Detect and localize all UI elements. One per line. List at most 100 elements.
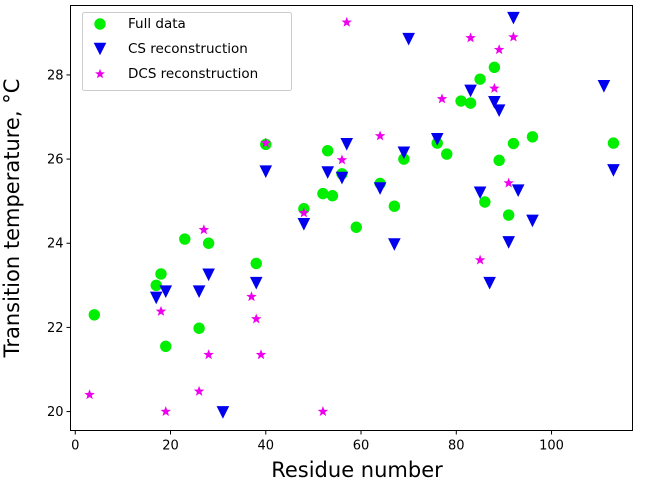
dcs-reconstruction-point (251, 313, 262, 324)
full-data-point (155, 268, 167, 280)
dcs-reconstruction-point (193, 385, 205, 396)
cs-reconstruction-point (149, 291, 163, 305)
full-data-point (493, 154, 505, 167)
cs-reconstruction-point (488, 95, 501, 109)
cs-reconstruction-point (340, 138, 354, 151)
full-data-point (160, 340, 172, 353)
dcs-reconstruction-point (474, 254, 486, 265)
full-data-point (398, 153, 410, 165)
dcs-reconstruction-point (493, 44, 505, 55)
dcs-reconstruction-point (255, 349, 267, 360)
cs-reconstruction-point (321, 166, 334, 179)
y-tick-label: 22 (47, 321, 64, 336)
x-tick-label: 0 (71, 439, 79, 454)
cs-reconstruction-point (492, 104, 506, 117)
x-axis-label: Residue number (271, 458, 443, 482)
cs-reconstruction-point (335, 171, 349, 185)
y-tick-label: 26 (47, 153, 64, 168)
dcs-reconstruction-point (317, 406, 329, 417)
x-tick-label: 40 (257, 439, 274, 454)
legend-box (82, 12, 292, 91)
full-data-point (607, 137, 620, 149)
cs-reconstruction-point (397, 146, 411, 160)
dcs-reconstruction-point (436, 93, 448, 104)
series-full-data (88, 61, 620, 353)
dcs-reconstruction-point (503, 177, 514, 188)
cs-reconstruction-point (483, 276, 496, 290)
cs-reconstruction-point (249, 276, 263, 290)
cs-reconstruction-point (511, 184, 525, 197)
cs-reconstruction-point (388, 238, 401, 251)
legend-markers (93, 18, 107, 79)
legend-label-full-data: Full data (128, 16, 186, 32)
full-data-point (350, 221, 362, 233)
x-tick-label: 60 (353, 439, 370, 454)
cs-reconstruction-point (402, 32, 415, 46)
dcs-reconstruction-point (374, 130, 386, 141)
full-data-point (526, 131, 539, 143)
cs-reconstruction-point (297, 218, 311, 231)
full-data-point (441, 148, 453, 160)
x-axis-ticks: 0 20 40 60 80 100 (71, 430, 564, 454)
full-data-point (250, 257, 262, 270)
full-data-point (150, 279, 162, 292)
x-tick-label: 100 (539, 439, 564, 454)
cs-reconstruction-point (507, 11, 520, 25)
full-data-point (321, 144, 334, 157)
dcs-reconstruction-point (155, 305, 167, 316)
y-axis-label: Transition temperature, °C (0, 79, 24, 359)
series-cs-reconstruction (149, 11, 620, 419)
full-data-point (502, 209, 515, 221)
x-tick-label: 20 (162, 439, 179, 454)
full-data-point (326, 189, 339, 202)
dcs-reconstruction-point (198, 224, 210, 235)
y-tick-label: 24 (47, 237, 64, 252)
y-axis-ticks: 20 22 24 26 28 (47, 68, 71, 420)
dcs-reconstruction-point (298, 207, 310, 218)
dcs-reconstruction-point (465, 32, 476, 43)
legend-marker-triangle (93, 42, 107, 56)
full-data-point (474, 73, 486, 85)
cs-reconstruction-point (607, 164, 620, 177)
full-data-point (464, 97, 477, 109)
dcs-reconstruction-point (508, 31, 519, 42)
cs-reconstruction-point (502, 236, 515, 249)
series-dcs-reconstruction (84, 16, 519, 417)
full-data-point (507, 137, 520, 150)
y-tick-label: 28 (47, 68, 64, 83)
legend-label-cs-reconstruction: CS reconstruction (128, 41, 248, 57)
legend-marker-circle (94, 18, 106, 30)
legend-marker-star (95, 68, 105, 79)
full-data-point (179, 233, 191, 245)
full-data-point (317, 187, 329, 200)
dcs-reconstruction-point (203, 349, 214, 360)
cs-reconstruction-point (259, 165, 273, 179)
y-tick-label: 20 (47, 405, 64, 420)
cs-reconstruction-point (597, 79, 611, 93)
dcs-reconstruction-point (246, 291, 257, 302)
full-data-point (488, 61, 501, 74)
cs-reconstruction-point (159, 285, 173, 298)
cs-reconstruction-point (473, 186, 487, 200)
dcs-reconstruction-point (84, 389, 95, 400)
legend-label-dcs-reconstruction: DCS reconstruction (128, 66, 258, 82)
full-data-point (193, 322, 205, 334)
legend: Full data CS reconstruction DCS reconstr… (82, 12, 292, 91)
data-marks (84, 11, 620, 419)
cs-reconstruction-point (192, 285, 206, 298)
cs-reconstruction-point (430, 133, 444, 146)
dcs-reconstruction-point (336, 154, 348, 165)
cs-reconstruction-point (526, 214, 539, 228)
dcs-reconstruction-point (489, 82, 500, 93)
dcs-reconstruction-point (160, 406, 171, 417)
full-data-point (388, 200, 401, 212)
dcs-reconstruction-point (260, 137, 271, 148)
cs-reconstruction-point (202, 268, 215, 282)
full-data-point (479, 196, 491, 208)
dcs-reconstruction-point (341, 16, 352, 27)
cs-reconstruction-point (464, 84, 477, 98)
x-tick-label: 80 (448, 439, 465, 454)
cs-reconstruction-point (373, 182, 387, 195)
full-data-point (88, 309, 101, 321)
